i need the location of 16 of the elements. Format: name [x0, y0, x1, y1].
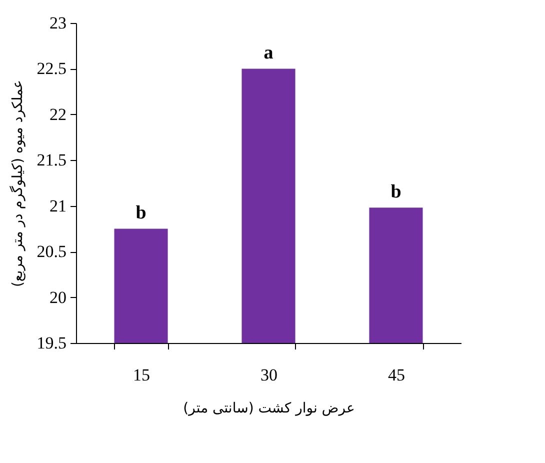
y-tick-label: 21.5: [36, 150, 66, 170]
annotation: a: [264, 42, 274, 64]
y-tick-label: 23: [50, 14, 66, 32]
y-tick-label: 19.5: [36, 334, 66, 352]
x-axis-title: عرض نوار کشت (سانتی متر): [183, 400, 355, 416]
y-tick-label: 20: [50, 288, 66, 307]
x-tick-label: 15: [133, 366, 150, 384]
y-tick-label: 22.5: [36, 59, 66, 78]
y-tick-label: 22: [50, 104, 66, 124]
y-tick-label: 20.5: [36, 242, 66, 262]
x-tick-label: 45: [388, 366, 405, 384]
x-tick-label: 30: [260, 366, 278, 384]
annotation: b: [390, 182, 402, 203]
y-axis-title: عملکرد میوه (کیلوگرم در متر مربع): [8, 80, 26, 288]
y-tick-label: 21: [50, 196, 66, 216]
annotation: b: [136, 202, 146, 224]
